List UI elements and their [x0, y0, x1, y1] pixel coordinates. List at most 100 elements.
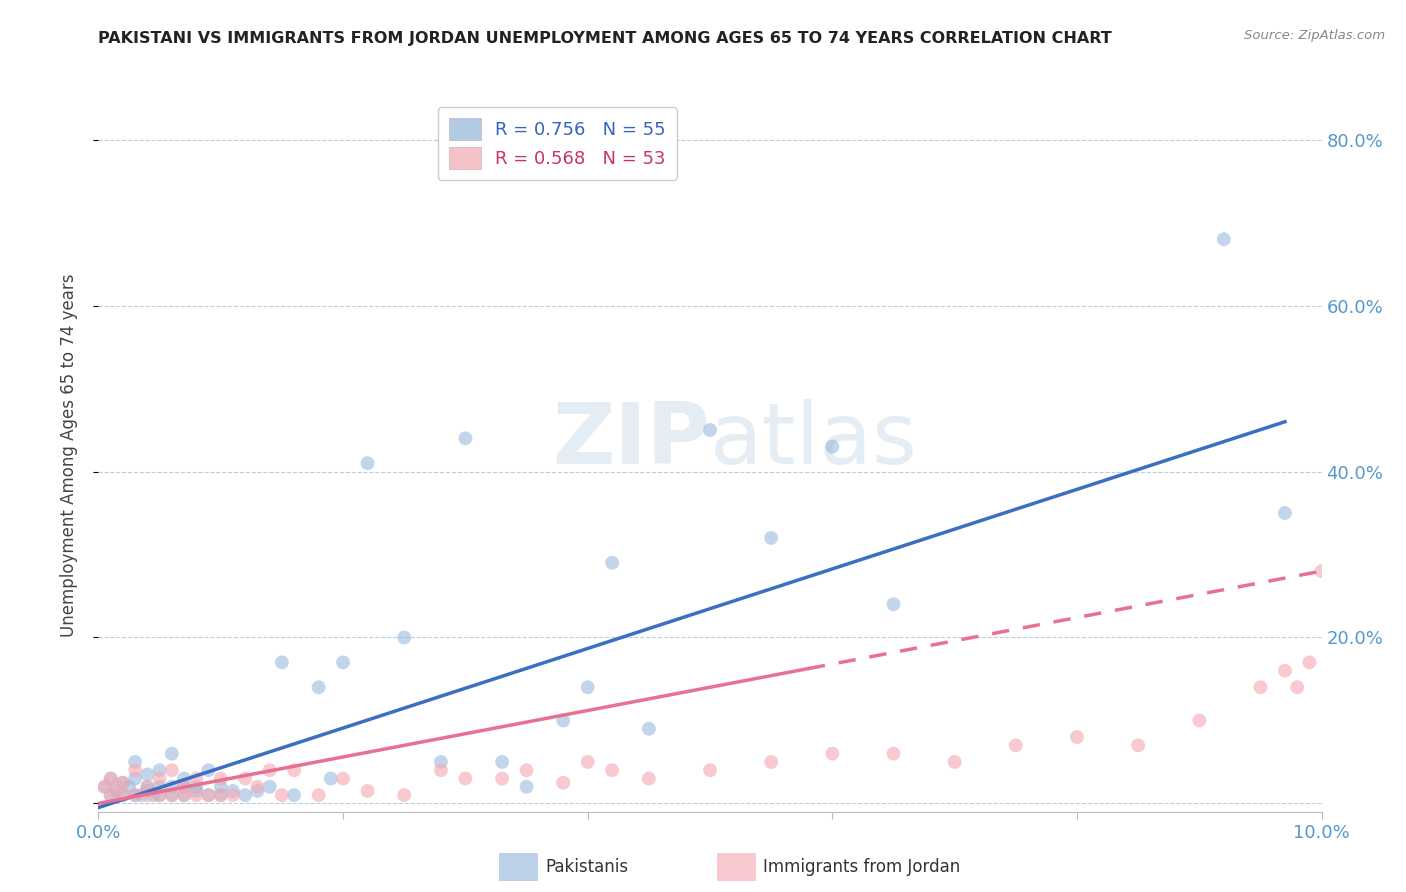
Point: [111, 788, 134, 802]
Y-axis label: Unemployment Among Ages 65 to 74 years: Unemployment Among Ages 65 to 74 years: [59, 273, 77, 637]
Point: [209, 780, 232, 794]
Point: [246, 784, 269, 798]
Point: [136, 784, 159, 798]
Text: ZIP: ZIP: [553, 399, 710, 483]
Point: [576, 755, 599, 769]
Point: [637, 772, 661, 786]
Point: [186, 784, 208, 798]
Point: [821, 440, 844, 454]
Point: [491, 772, 513, 786]
Point: [1298, 656, 1320, 670]
Point: [173, 772, 195, 786]
Point: [142, 788, 165, 802]
Point: [129, 788, 152, 802]
Point: [186, 780, 208, 794]
Point: [222, 788, 245, 802]
Point: [186, 788, 208, 802]
Point: [160, 780, 183, 794]
Point: [124, 788, 146, 802]
Point: [124, 788, 146, 802]
Point: [136, 767, 159, 781]
Point: [637, 722, 661, 736]
Point: [332, 772, 354, 786]
Point: [149, 772, 172, 786]
Point: [246, 780, 269, 794]
Point: [1310, 564, 1333, 578]
Point: [105, 780, 128, 794]
Point: [1128, 739, 1150, 753]
Point: [111, 788, 134, 802]
Point: [124, 772, 146, 786]
Point: [160, 747, 183, 761]
Point: [600, 763, 623, 777]
Point: [319, 772, 342, 786]
Point: [759, 755, 782, 769]
Point: [111, 775, 134, 789]
Point: [356, 784, 378, 798]
Point: [308, 788, 330, 802]
Point: [1249, 680, 1271, 694]
Point: [454, 431, 477, 445]
Point: [100, 788, 122, 802]
Point: [699, 423, 721, 437]
Point: [100, 772, 122, 786]
Point: [209, 772, 232, 786]
Point: [392, 788, 416, 802]
Point: [186, 772, 208, 786]
Point: [118, 780, 141, 794]
Point: [1212, 232, 1234, 246]
Point: [93, 780, 115, 794]
Point: [173, 780, 195, 794]
Point: [883, 747, 905, 761]
Point: [124, 763, 146, 777]
Point: [283, 763, 305, 777]
Point: [93, 780, 115, 794]
Point: [516, 763, 538, 777]
Point: [209, 788, 232, 802]
Point: [759, 531, 782, 545]
Point: [392, 631, 416, 645]
Point: [111, 775, 134, 789]
Point: [600, 556, 623, 570]
Point: [491, 755, 513, 769]
Point: [1066, 730, 1088, 744]
Point: [100, 788, 122, 802]
Point: [1274, 664, 1296, 678]
Point: [699, 763, 721, 777]
Point: [1286, 680, 1309, 694]
Point: [197, 788, 219, 802]
Point: [173, 780, 195, 794]
Point: [430, 763, 453, 777]
Point: [173, 788, 195, 802]
Point: [136, 780, 159, 794]
Point: [160, 788, 183, 802]
Point: [1274, 506, 1296, 520]
Point: [209, 788, 232, 802]
Legend: R = 0.756   N = 55, R = 0.568   N = 53: R = 0.756 N = 55, R = 0.568 N = 53: [437, 107, 676, 180]
Point: [222, 784, 245, 798]
Point: [553, 714, 575, 728]
Point: [821, 747, 844, 761]
Point: [173, 788, 195, 802]
Point: [136, 788, 159, 802]
Text: atlas: atlas: [710, 399, 918, 483]
Point: [149, 763, 172, 777]
Point: [259, 780, 281, 794]
Point: [430, 755, 453, 769]
Point: [136, 780, 159, 794]
Point: [233, 788, 256, 802]
Point: [124, 755, 146, 769]
Point: [283, 788, 305, 802]
Point: [1004, 739, 1026, 753]
Point: [197, 763, 219, 777]
Text: Immigrants from Jordan: Immigrants from Jordan: [763, 858, 960, 876]
Text: Pakistanis: Pakistanis: [546, 858, 628, 876]
Point: [149, 788, 172, 802]
Point: [943, 755, 966, 769]
Point: [576, 680, 599, 694]
Point: [308, 680, 330, 694]
Point: [883, 597, 905, 611]
Point: [332, 656, 354, 670]
Point: [160, 788, 183, 802]
Point: [270, 788, 292, 802]
